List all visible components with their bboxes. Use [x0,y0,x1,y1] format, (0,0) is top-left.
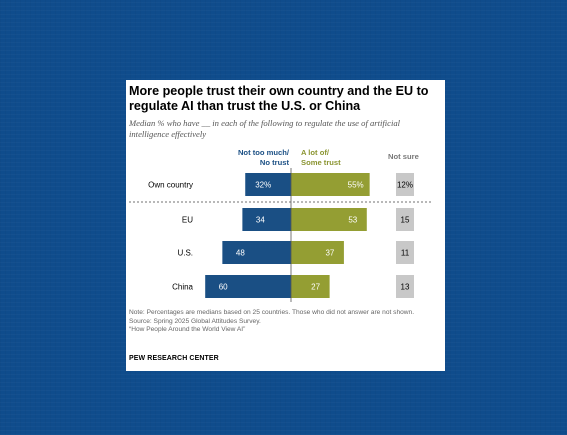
distrust-bar-eu [242,208,291,231]
distrust-bar-china [205,275,291,298]
category-label-china: China [172,283,193,292]
not-sure-value-eu: 15 [401,216,410,225]
trust-column-header: A lot of/ Some trust [301,148,371,167]
distrust-bar-own-country [245,173,291,196]
trust-bar-china [291,275,330,298]
distrust-bar-u-s [222,241,291,264]
chart-title: More people trust their own country and … [129,84,429,113]
distrust-header-line2: No trust [259,157,289,167]
source-text: Source: Spring 2025 Global Attitudes Sur… [129,317,261,325]
trust-bar-own-country [291,173,370,196]
trust-value-eu: 53 [348,216,357,225]
not-sure-bar-china [396,275,414,298]
not-sure-bar-own-country [396,173,414,196]
chart-note: Note: Percentages are medians based on 2… [129,309,439,335]
trust-value-u-s: 37 [325,249,334,258]
distrust-value-eu: 34 [256,216,265,225]
not-sure-value-own-country: 12% [397,181,413,190]
pew-logo: PEW RESEARCH CENTER [129,355,219,362]
category-label-u-s: U.S. [177,249,193,258]
distrust-value-china: 60 [219,283,228,292]
not-sure-value-u-s: 11 [401,249,410,258]
category-label-own-country: Own country [148,181,193,190]
trust-bar-u-s [291,241,344,264]
trust-value-china: 27 [311,283,320,292]
chart-subtitle: Median % who have __ in each of the foll… [129,118,401,139]
trust-bar-eu [291,208,367,231]
trust-header-line2: Some trust [301,157,341,167]
not-sure-header-label: Not sure [388,152,419,161]
not-sure-bar-eu [396,208,414,231]
trust-header-line1: A lot of/ [301,148,329,157]
category-label-eu: EU [182,216,193,225]
chart-card: More people trust their own country and … [126,80,445,371]
distrust-value-u-s: 48 [236,249,245,258]
not-sure-value-china: 13 [401,283,410,292]
trust-value-own-country: 55% [348,181,364,190]
not-sure-bar-u-s [396,241,414,264]
not-sure-column-header: Not sure [388,152,428,162]
distrust-column-header: Not too much/ No trust [227,148,289,167]
distrust-value-own-country: 32% [255,181,271,190]
bar-chart: Own country 32% 55% 12% EU 34 53 15 U.S. 48 37 11 Ch… [129,168,431,302]
distrust-header-line1: Not too much/ [237,148,289,157]
note-text: Note: Percentages are medians based on 2… [129,309,415,316]
report-title-text: “How People Around the World View AI” [129,326,246,333]
